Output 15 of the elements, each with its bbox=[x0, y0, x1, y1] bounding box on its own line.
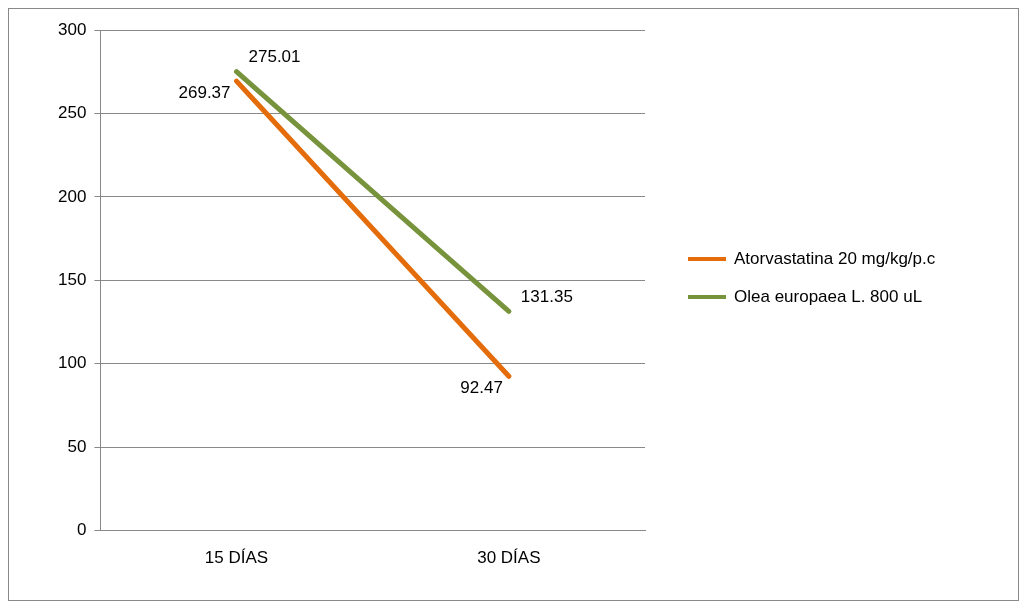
y-tick-label: 150 bbox=[57, 269, 87, 289]
y-tick-label: 0 bbox=[76, 520, 87, 540]
y-tick-label: 200 bbox=[57, 186, 87, 206]
data-label: 275.01 bbox=[248, 47, 301, 67]
legend-label: Olea europaea L. 800 uL bbox=[734, 286, 924, 308]
x-tick-label: 15 DÍAS bbox=[204, 548, 269, 568]
y-tick-label: 50 bbox=[67, 436, 87, 456]
y-tick-label: 250 bbox=[57, 103, 87, 123]
y-tick-label: 100 bbox=[57, 353, 87, 373]
data-label: 131.35 bbox=[520, 287, 573, 307]
data-label: 92.47 bbox=[460, 377, 503, 397]
y-tick-label: 300 bbox=[57, 19, 87, 39]
x-tick-label: 30 DÍAS bbox=[477, 548, 541, 568]
legend-label: Atorvastatina 20 mg/kg/p.c bbox=[734, 248, 937, 270]
data-label: 269.37 bbox=[178, 82, 231, 102]
